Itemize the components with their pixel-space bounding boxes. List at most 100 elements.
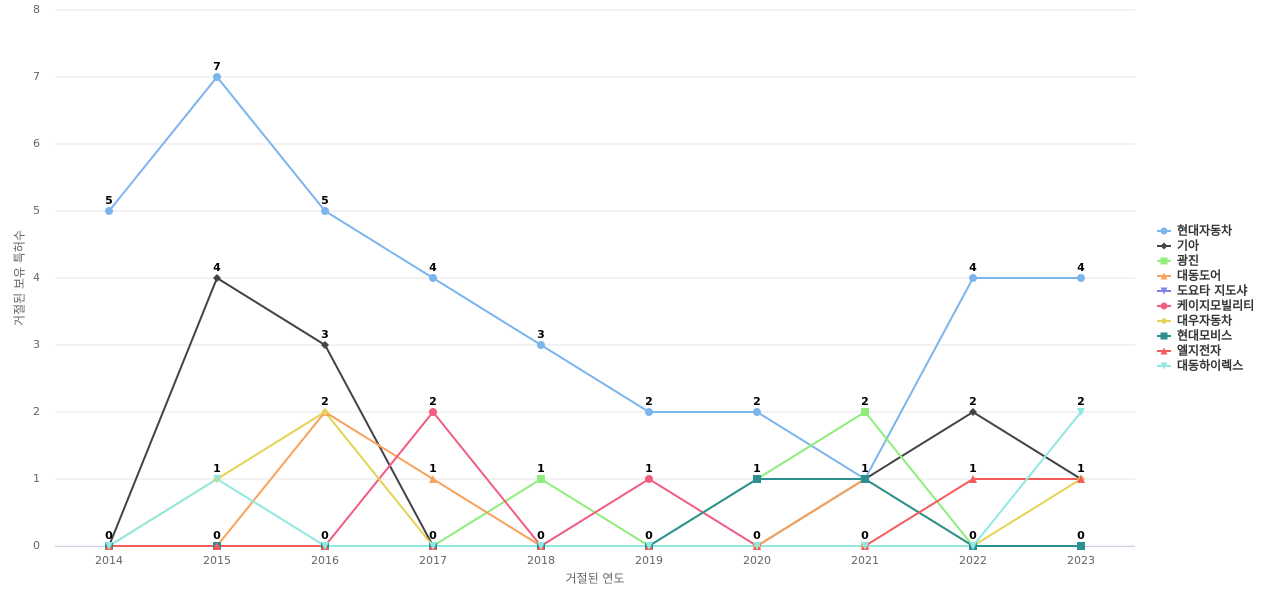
marker bbox=[969, 274, 977, 282]
marker bbox=[1160, 362, 1168, 370]
y-tick-label: 0 bbox=[33, 539, 40, 552]
marker bbox=[861, 475, 869, 483]
marker bbox=[1160, 302, 1168, 310]
marker bbox=[429, 408, 437, 416]
data-label: 1 bbox=[861, 462, 869, 475]
data-label: 1 bbox=[969, 462, 977, 475]
x-axis-title: 거절된 연도 bbox=[565, 572, 624, 586]
data-label: 0 bbox=[213, 529, 221, 542]
marker bbox=[753, 542, 761, 550]
x-tick-label: 2019 bbox=[635, 554, 663, 567]
marker bbox=[105, 542, 113, 550]
y-axis-title: 거절된 보유 특허수 bbox=[13, 230, 27, 326]
y-tick-label: 1 bbox=[33, 472, 40, 485]
marker bbox=[1077, 475, 1085, 483]
legend-item: 광진 bbox=[1157, 253, 1199, 268]
data-label: 3 bbox=[537, 328, 545, 341]
marker bbox=[1160, 317, 1168, 325]
data-label: 4 bbox=[969, 261, 977, 274]
y-tick-label: 3 bbox=[33, 338, 40, 351]
marker bbox=[753, 475, 761, 483]
legend-label: 대동도어 bbox=[1177, 268, 1221, 283]
legend-label: 현대모비스 bbox=[1177, 328, 1232, 343]
data-label: 0 bbox=[1077, 529, 1085, 542]
legend-label: 현대자동차 bbox=[1177, 223, 1232, 238]
marker bbox=[1077, 274, 1085, 282]
marker bbox=[213, 73, 221, 81]
marker bbox=[321, 408, 329, 416]
marker bbox=[429, 274, 437, 282]
data-label: 0 bbox=[105, 529, 113, 542]
marker bbox=[645, 542, 653, 550]
x-tick-label: 2017 bbox=[419, 554, 447, 567]
legend-label: 엘지전자 bbox=[1177, 343, 1221, 358]
marker bbox=[213, 542, 221, 550]
data-label: 1 bbox=[753, 462, 761, 475]
marker bbox=[321, 341, 329, 349]
marker bbox=[1160, 227, 1168, 235]
data-label: 2 bbox=[1077, 395, 1085, 408]
legend-label: 광진 bbox=[1177, 253, 1199, 268]
marker bbox=[969, 475, 977, 483]
legend-item: 대동도어 bbox=[1157, 268, 1221, 283]
marker bbox=[1077, 542, 1085, 550]
x-tick-label: 2016 bbox=[311, 554, 339, 567]
data-label: 4 bbox=[213, 261, 221, 274]
legend-label: 도요타 지도샤 bbox=[1177, 283, 1247, 298]
marker bbox=[321, 542, 329, 550]
line bbox=[108, 75, 1081, 481]
data-label: 1 bbox=[645, 462, 653, 475]
line bbox=[108, 411, 1082, 547]
marker bbox=[861, 542, 869, 550]
marker bbox=[969, 542, 977, 550]
data-label: 0 bbox=[969, 529, 977, 542]
marker bbox=[429, 475, 437, 483]
data-label: 1 bbox=[429, 462, 437, 475]
legend-item: 대우자동차 bbox=[1157, 313, 1232, 328]
data-label: 0 bbox=[537, 529, 545, 542]
marker bbox=[321, 207, 329, 215]
data-label: 2 bbox=[645, 395, 653, 408]
data-label: 5 bbox=[105, 194, 113, 207]
y-tick-label: 6 bbox=[33, 137, 40, 150]
x-tick-label: 2018 bbox=[527, 554, 555, 567]
x-tick-label: 2022 bbox=[959, 554, 987, 567]
marker bbox=[1160, 347, 1168, 355]
marker bbox=[537, 542, 545, 550]
x-tick-label: 2023 bbox=[1067, 554, 1095, 567]
marker bbox=[429, 542, 437, 550]
data-label: 1 bbox=[537, 462, 545, 475]
y-tick-label: 2 bbox=[33, 405, 40, 418]
marker bbox=[1077, 408, 1085, 416]
legend-item: 현대모비스 bbox=[1157, 328, 1232, 343]
data-label: 1 bbox=[213, 462, 221, 475]
data-label: 0 bbox=[861, 529, 869, 542]
marker bbox=[1160, 287, 1168, 295]
marker bbox=[969, 408, 977, 416]
data-label: 4 bbox=[1077, 261, 1085, 274]
legend-item: 대동하이렉스 bbox=[1157, 358, 1243, 373]
data-label: 0 bbox=[753, 529, 761, 542]
marker bbox=[645, 408, 653, 416]
data-label: 2 bbox=[969, 395, 977, 408]
legend-item: 도요타 지도샤 bbox=[1157, 283, 1247, 298]
y-tick-label: 7 bbox=[33, 70, 40, 83]
data-label: 4 bbox=[429, 261, 437, 274]
data-label: 2 bbox=[429, 395, 437, 408]
data-label: 1 bbox=[1077, 462, 1085, 475]
legend-item: 케이지모빌리티 bbox=[1157, 298, 1254, 313]
data-label: 2 bbox=[753, 395, 761, 408]
legend-item: 엘지전자 bbox=[1157, 343, 1221, 358]
marker bbox=[1160, 332, 1168, 340]
data-label: 0 bbox=[321, 529, 329, 542]
legend-label: 케이지모빌리티 bbox=[1177, 298, 1254, 313]
marker bbox=[1160, 242, 1168, 250]
data-label: 0 bbox=[429, 529, 437, 542]
data-label: 2 bbox=[861, 395, 869, 408]
marker bbox=[537, 475, 545, 483]
marker bbox=[213, 274, 221, 282]
y-tick-label: 5 bbox=[33, 204, 40, 217]
marker bbox=[861, 408, 869, 416]
x-tick-label: 2020 bbox=[743, 554, 771, 567]
data-label: 7 bbox=[213, 60, 221, 73]
